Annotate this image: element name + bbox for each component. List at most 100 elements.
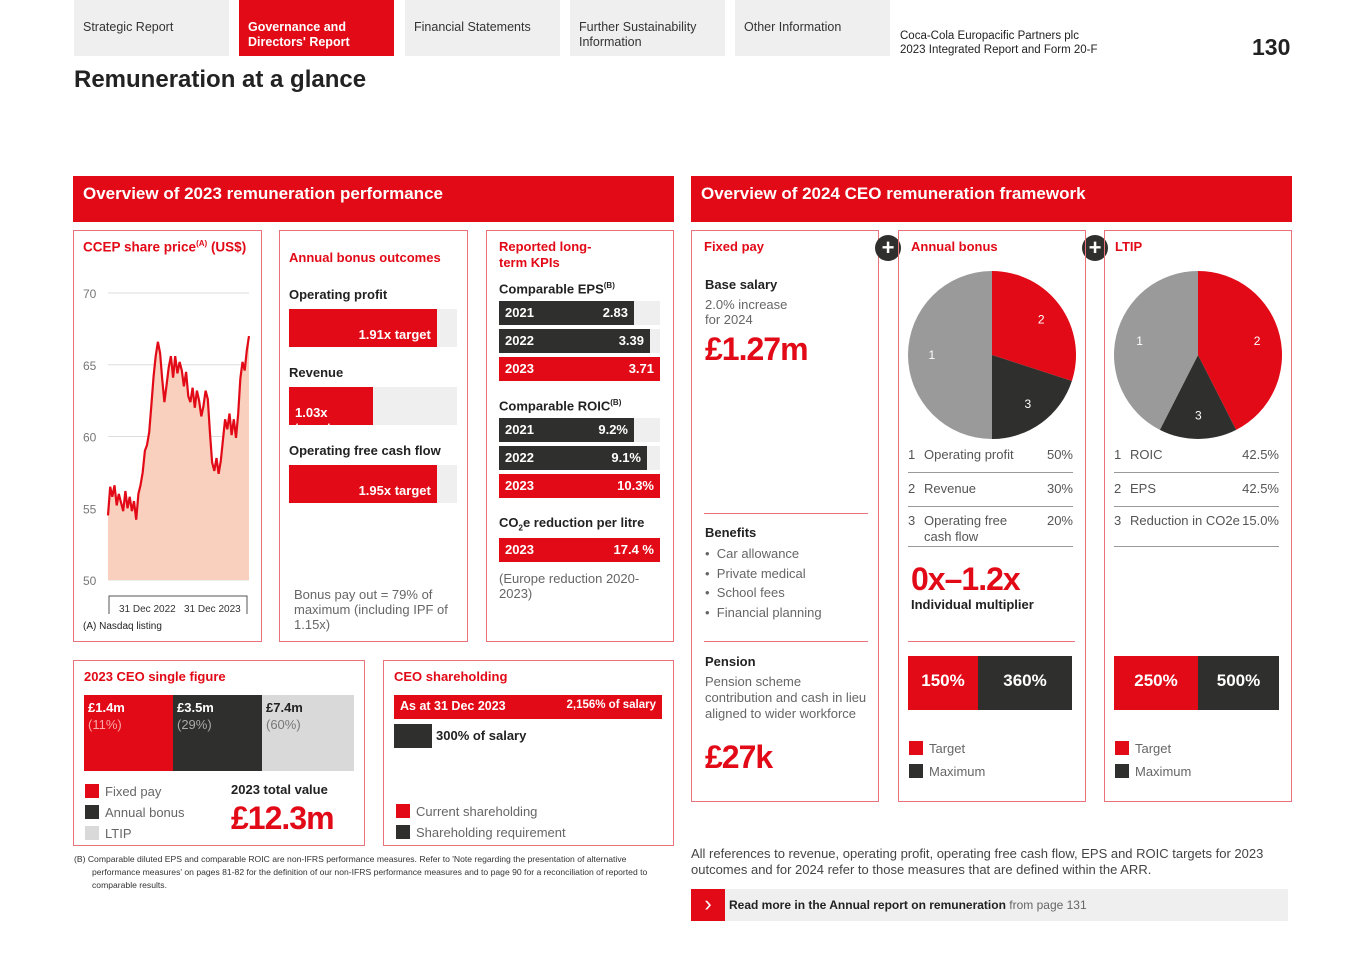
share-price-chart: 70 65 60 55 50 31 Dec 2022 31 Dec 2023 <box>83 287 251 615</box>
plus-icon: + <box>1082 235 1108 261</box>
multiplier-label: Individual multiplier <box>911 597 1034 612</box>
page-title: Remuneration at a glance <box>74 66 367 93</box>
pie-slice-label: 2 <box>1254 334 1261 348</box>
roic-bar: 2023 10.3% <box>499 474 660 498</box>
bonus-bar-fill: 1.95x target <box>289 465 437 503</box>
footnote-b: (B) Comparable diluted EPS and comparabl… <box>74 854 648 890</box>
pie-slice <box>908 271 992 439</box>
weight-row: 2 EPS 42.5% <box>1114 481 1279 507</box>
pension-note: Pension scheme contribution and cash in … <box>705 674 867 721</box>
share-price-title: CCEP share price(A) (US$) <box>83 239 247 255</box>
plus-icon: + <box>875 235 901 261</box>
x-tick-label: 31 Dec 2022 <box>119 604 176 615</box>
report-info: Coca-Cola Europacific Partners plc 2023 I… <box>900 29 1098 57</box>
eps-bar: 2023 3.71 <box>499 357 660 381</box>
roic-bar: 2022 9.1% <box>499 446 647 470</box>
pie-slice <box>992 355 1072 439</box>
co2-title: CO2e reduction per litre <box>499 515 645 533</box>
chevron-right-icon: › <box>691 889 725 921</box>
bonus-outcomes-panel: Annual bonus outcomes Bonus pay out = 79… <box>279 230 468 642</box>
fixed-pay-block: £1.4m (11%) <box>84 695 173 771</box>
benefit-item: • Financial planning <box>705 604 822 620</box>
bonus-item-label: Operating free cash flow <box>289 443 441 458</box>
benefit-item: • School fees <box>705 585 785 600</box>
pie-slice-label: 1 <box>1136 334 1143 348</box>
shareholding-panel: CEO shareholding As at 31 Dec 2023 2,156%… <box>383 660 674 846</box>
kpi-panel: Reported long-term KPIs Comparable EPS(B… <box>486 230 674 642</box>
bonus-outcomes-title: Annual bonus outcomes <box>289 250 441 265</box>
bonus-legend: Target Maximum <box>909 737 985 783</box>
read-more-link[interactable]: › Read more in the Annual report on remu… <box>691 889 1288 921</box>
ltip-pie: 2 3 1 <box>1114 271 1282 439</box>
ltip-title: LTIP <box>1115 239 1143 254</box>
tab-financial-statements[interactable]: Financial Statements <box>405 0 560 56</box>
roic-title: Comparable ROIC(B) <box>499 398 622 414</box>
x-tick-label: 31 Dec 2023 <box>184 604 241 615</box>
x-axis-bracket <box>108 595 248 614</box>
fixed-pay-title: Fixed pay <box>704 239 764 254</box>
share-price-panel: CCEP share price(A) (US$) 70 65 60 55 50 31 D… <box>73 230 262 642</box>
bonus-maximum-block: 360% <box>978 656 1072 710</box>
roic-bar: 2021 9.2% <box>499 418 634 442</box>
bonus-item-label: Operating profit <box>289 287 388 302</box>
references-note: All references to revenue, operating pro… <box>691 846 1264 877</box>
weight-row: 2 Revenue 30% <box>908 481 1073 507</box>
base-salary-value: £1.27m <box>705 331 809 367</box>
current-shareholding-bar: As at 31 Dec 2023 2,156% of salary <box>394 695 662 719</box>
annual-bonus-title: Annual bonus <box>911 239 998 254</box>
kpi-title: Reported long-term KPIs <box>499 239 592 270</box>
shareholding-title: CEO shareholding <box>394 669 508 684</box>
multiplier-value: 0x–1.2x <box>911 561 1021 597</box>
fixed-pay-panel: Fixed pay Base salary 2.0% increase for … <box>691 230 879 802</box>
bar-track <box>634 418 660 442</box>
pension-value: £27k <box>705 739 773 775</box>
pie-slice <box>1159 355 1237 439</box>
tab-governance[interactable]: Governance and Directors' Report <box>239 0 394 56</box>
bonus-bar-fill: 1.91x target <box>289 309 437 347</box>
weight-row: 1 ROIC 42.5% <box>1114 447 1279 473</box>
requirement-label: 300% of salary <box>436 728 527 743</box>
tab-other-information[interactable]: Other Information <box>735 0 890 56</box>
tab-sustainability[interactable]: Further Sustainability Information <box>570 0 725 56</box>
bar-track <box>650 329 660 353</box>
single-figure-legend: Fixed pay Annual bonus LTIP <box>85 781 185 844</box>
tab-strategic-report[interactable]: Strategic Report <box>74 0 229 56</box>
benefits-title: Benefits <box>705 525 757 540</box>
bonus-note: Bonus pay out = 79% of maximum (includin… <box>294 587 448 632</box>
ltip-block: £7.4m (60%) <box>262 695 354 771</box>
weight-row: 3 Operating free cash flow 20% <box>908 513 1073 547</box>
single-figure-panel: 2023 CEO single figure £1.4m (11%) £3.5m(… <box>73 660 365 846</box>
ltip-maximum-block: 500% <box>1198 656 1279 710</box>
y-tick-label: 50 <box>83 574 97 588</box>
eps-bar: 2022 3.39 <box>499 329 650 353</box>
shareholding-legend: Current shareholding Shareholding requir… <box>396 801 566 843</box>
base-salary-note: 2.0% increase for 2024 <box>705 297 788 327</box>
pie-slice <box>1114 271 1198 430</box>
eps-title: Comparable EPS(B) <box>499 281 615 297</box>
bar-track <box>634 301 660 325</box>
annual-bonus-pie: 2 3 1 <box>908 271 1076 439</box>
left-section-header: Overview of 2023 remuneration performanc… <box>73 176 674 222</box>
co2-note: (Europe reduction 2020-2023) <box>499 571 640 601</box>
bonus-item-label: Revenue <box>289 365 344 380</box>
y-tick-label: 65 <box>83 359 97 373</box>
right-section-header: Overview of 2024 CEO remuneration framew… <box>691 176 1292 222</box>
pension-title: Pension <box>705 654 756 669</box>
bonus-target-block: 150% <box>908 656 978 710</box>
requirement-bar <box>394 724 432 748</box>
co2-bar: 2023 17.4 % <box>499 538 660 562</box>
ltip-target-block: 250% <box>1114 656 1198 710</box>
total-value: £12.3m <box>231 800 335 836</box>
ltip-legend: Target Maximum <box>1115 737 1191 783</box>
eps-bar: 2021 2.83 <box>499 301 634 325</box>
annual-bonus-panel: Annual bonus 2 3 1 0x–1.2x Individual mult… <box>898 230 1086 802</box>
report-name: 2023 Integrated Report and Form 20-F <box>900 44 1098 56</box>
single-figure-title: 2023 CEO single figure <box>84 669 226 684</box>
price-area <box>108 336 249 580</box>
pie-slice-label: 1 <box>929 348 936 362</box>
page-number: 130 <box>1252 34 1291 60</box>
annual-bonus-block: £3.5m (29%) <box>173 695 262 771</box>
bonus-bar-fill: 1.03x target <box>289 387 373 435</box>
base-salary-title: Base salary <box>705 277 778 292</box>
company-name: Coca-Cola Europacific Partners plc <box>900 30 1079 42</box>
